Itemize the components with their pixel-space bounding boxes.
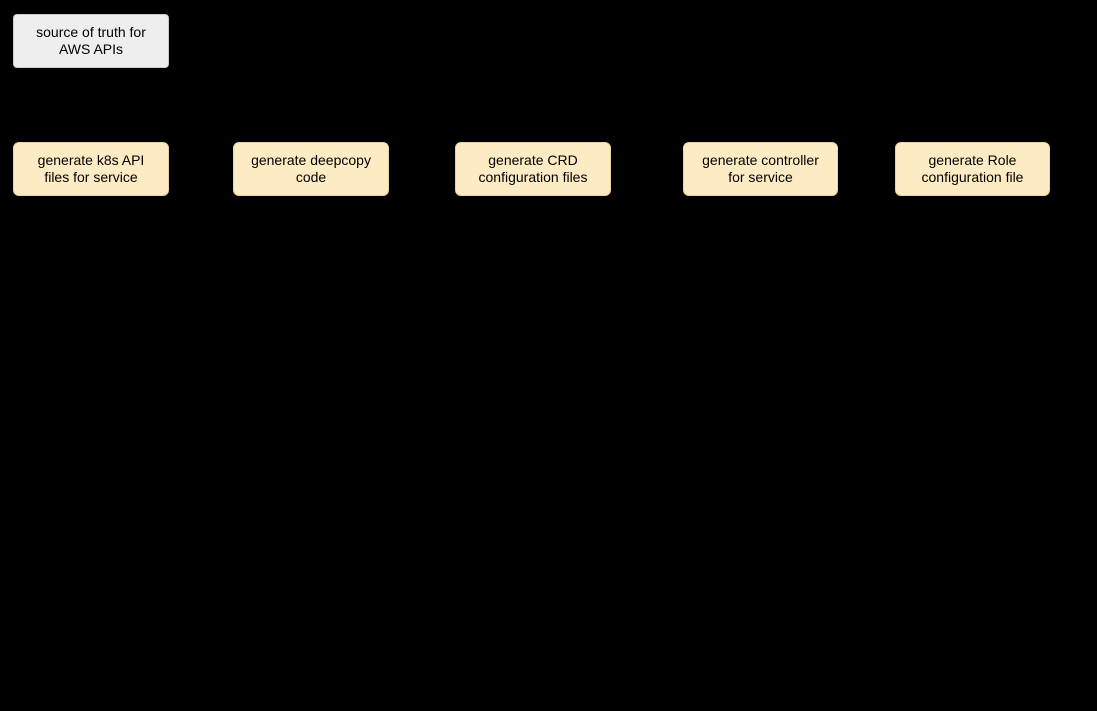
node-label: generate CRD configuration files [466,152,600,187]
node-label: generate k8s API files for service [24,152,158,187]
node-label: generate deepcopy code [244,152,378,187]
node-step2: generate deepcopy code [233,142,389,196]
node-source: source of truth for AWS APIs [13,14,169,68]
node-step3: generate CRD configuration files [455,142,611,196]
node-label: source of truth for AWS APIs [24,24,158,59]
node-step5: generate Role configuration file [895,142,1050,196]
node-label: generate controller for service [694,152,827,187]
node-step1: generate k8s API files for service [13,142,169,196]
node-step4: generate controller for service [683,142,838,196]
node-label: generate Role configuration file [906,152,1039,187]
